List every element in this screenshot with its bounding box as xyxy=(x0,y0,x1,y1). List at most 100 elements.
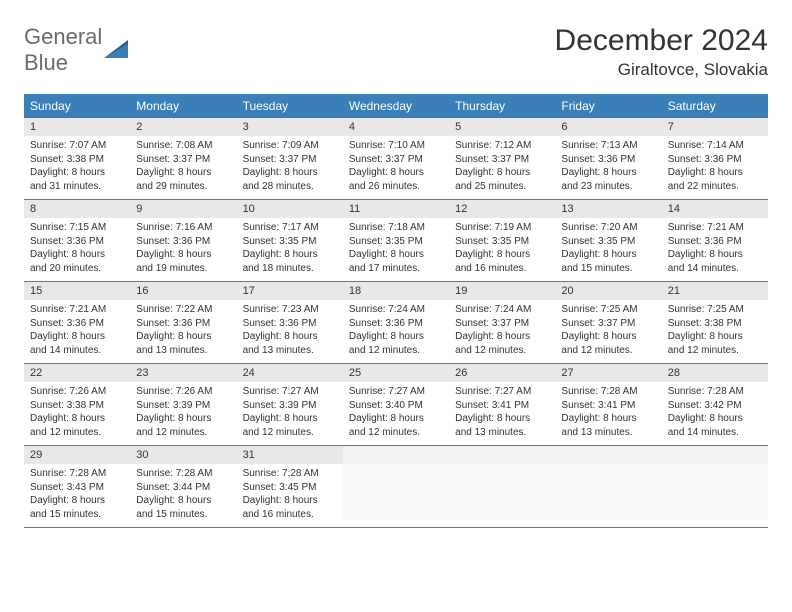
calendar-day: 23Sunrise: 7:26 AMSunset: 3:39 PMDayligh… xyxy=(130,364,236,446)
daylight-line: Daylight: 8 hours and 13 minutes. xyxy=(455,412,549,439)
sunrise-line: Sunrise: 7:09 AM xyxy=(243,139,337,153)
weekday-header: Saturday xyxy=(662,94,768,118)
sunrise-line: Sunrise: 7:28 AM xyxy=(243,467,337,481)
calendar-day: 3Sunrise: 7:09 AMSunset: 3:37 PMDaylight… xyxy=(237,118,343,200)
sunrise-line: Sunrise: 7:15 AM xyxy=(30,221,124,235)
sunrise-line: Sunrise: 7:16 AM xyxy=(136,221,230,235)
daylight-line: Daylight: 8 hours and 14 minutes. xyxy=(30,330,124,357)
sunset-line: Sunset: 3:37 PM xyxy=(136,153,230,167)
day-number: 11 xyxy=(343,200,449,218)
logo-text: General Blue xyxy=(24,24,102,76)
sunrise-line: Sunrise: 7:25 AM xyxy=(561,303,655,317)
daylight-line: Daylight: 8 hours and 17 minutes. xyxy=(349,248,443,275)
day-data: Sunrise: 7:28 AMSunset: 3:44 PMDaylight:… xyxy=(130,464,236,527)
day-data: Sunrise: 7:24 AMSunset: 3:36 PMDaylight:… xyxy=(343,300,449,363)
weekday-header: Sunday xyxy=(24,94,130,118)
sunrise-line: Sunrise: 7:26 AM xyxy=(136,385,230,399)
weekday-header: Wednesday xyxy=(343,94,449,118)
daylight-line: Daylight: 8 hours and 15 minutes. xyxy=(136,494,230,521)
daylight-line: Daylight: 8 hours and 12 minutes. xyxy=(243,412,337,439)
day-number: 10 xyxy=(237,200,343,218)
sunset-line: Sunset: 3:36 PM xyxy=(136,317,230,331)
daylight-line: Daylight: 8 hours and 12 minutes. xyxy=(668,330,762,357)
weekday-header: Monday xyxy=(130,94,236,118)
calendar-day: 31Sunrise: 7:28 AMSunset: 3:45 PMDayligh… xyxy=(237,446,343,528)
day-number: 2 xyxy=(130,118,236,136)
daylight-line: Daylight: 8 hours and 18 minutes. xyxy=(243,248,337,275)
sunrise-line: Sunrise: 7:13 AM xyxy=(561,139,655,153)
daylight-line: Daylight: 8 hours and 14 minutes. xyxy=(668,412,762,439)
sunset-line: Sunset: 3:36 PM xyxy=(136,235,230,249)
day-number: 25 xyxy=(343,364,449,382)
day-number: 26 xyxy=(449,364,555,382)
calendar-day: 8Sunrise: 7:15 AMSunset: 3:36 PMDaylight… xyxy=(24,200,130,282)
daylight-line: Daylight: 8 hours and 20 minutes. xyxy=(30,248,124,275)
month-title: December 2024 xyxy=(555,24,768,58)
day-number: 13 xyxy=(555,200,661,218)
sunrise-line: Sunrise: 7:12 AM xyxy=(455,139,549,153)
calendar-day: 30Sunrise: 7:28 AMSunset: 3:44 PMDayligh… xyxy=(130,446,236,528)
sunrise-line: Sunrise: 7:27 AM xyxy=(455,385,549,399)
daylight-line: Daylight: 8 hours and 15 minutes. xyxy=(30,494,124,521)
daylight-line: Daylight: 8 hours and 29 minutes. xyxy=(136,166,230,193)
day-data: Sunrise: 7:27 AMSunset: 3:39 PMDaylight:… xyxy=(237,382,343,445)
calendar-day: 15Sunrise: 7:21 AMSunset: 3:36 PMDayligh… xyxy=(24,282,130,364)
day-data: Sunrise: 7:26 AMSunset: 3:39 PMDaylight:… xyxy=(130,382,236,445)
calendar-week: 22Sunrise: 7:26 AMSunset: 3:38 PMDayligh… xyxy=(24,364,768,446)
day-data: Sunrise: 7:21 AMSunset: 3:36 PMDaylight:… xyxy=(24,300,130,363)
daylight-line: Daylight: 8 hours and 12 minutes. xyxy=(455,330,549,357)
day-number: 15 xyxy=(24,282,130,300)
sunset-line: Sunset: 3:45 PM xyxy=(243,481,337,495)
day-number: 23 xyxy=(130,364,236,382)
sunrise-line: Sunrise: 7:18 AM xyxy=(349,221,443,235)
weekday-header: Thursday xyxy=(449,94,555,118)
day-number: 7 xyxy=(662,118,768,136)
day-number: 17 xyxy=(237,282,343,300)
sunrise-line: Sunrise: 7:07 AM xyxy=(30,139,124,153)
calendar-day: 12Sunrise: 7:19 AMSunset: 3:35 PMDayligh… xyxy=(449,200,555,282)
weekday-header: Tuesday xyxy=(237,94,343,118)
day-number: 24 xyxy=(237,364,343,382)
day-number: 28 xyxy=(662,364,768,382)
day-number xyxy=(662,446,768,464)
calendar-day: 21Sunrise: 7:25 AMSunset: 3:38 PMDayligh… xyxy=(662,282,768,364)
sunset-line: Sunset: 3:40 PM xyxy=(349,399,443,413)
calendar-day: 19Sunrise: 7:24 AMSunset: 3:37 PMDayligh… xyxy=(449,282,555,364)
sunset-line: Sunset: 3:35 PM xyxy=(243,235,337,249)
header: General Blue December 2024 Giraltovce, S… xyxy=(24,24,768,80)
sunset-line: Sunset: 3:37 PM xyxy=(455,317,549,331)
day-number: 6 xyxy=(555,118,661,136)
calendar-day: 2Sunrise: 7:08 AMSunset: 3:37 PMDaylight… xyxy=(130,118,236,200)
sunrise-line: Sunrise: 7:28 AM xyxy=(136,467,230,481)
daylight-line: Daylight: 8 hours and 19 minutes. xyxy=(136,248,230,275)
day-data: Sunrise: 7:17 AMSunset: 3:35 PMDaylight:… xyxy=(237,218,343,281)
calendar-day: 18Sunrise: 7:24 AMSunset: 3:36 PMDayligh… xyxy=(343,282,449,364)
sunset-line: Sunset: 3:35 PM xyxy=(455,235,549,249)
sunset-line: Sunset: 3:36 PM xyxy=(243,317,337,331)
day-data xyxy=(662,464,768,520)
sunset-line: Sunset: 3:41 PM xyxy=(561,399,655,413)
day-data: Sunrise: 7:23 AMSunset: 3:36 PMDaylight:… xyxy=(237,300,343,363)
sunset-line: Sunset: 3:35 PM xyxy=(561,235,655,249)
day-data: Sunrise: 7:08 AMSunset: 3:37 PMDaylight:… xyxy=(130,136,236,199)
daylight-line: Daylight: 8 hours and 15 minutes. xyxy=(561,248,655,275)
day-number: 18 xyxy=(343,282,449,300)
calendar-day: 17Sunrise: 7:23 AMSunset: 3:36 PMDayligh… xyxy=(237,282,343,364)
sunset-line: Sunset: 3:38 PM xyxy=(30,153,124,167)
sunrise-line: Sunrise: 7:20 AM xyxy=(561,221,655,235)
day-data: Sunrise: 7:07 AMSunset: 3:38 PMDaylight:… xyxy=(24,136,130,199)
day-number: 5 xyxy=(449,118,555,136)
day-data: Sunrise: 7:19 AMSunset: 3:35 PMDaylight:… xyxy=(449,218,555,281)
daylight-line: Daylight: 8 hours and 14 minutes. xyxy=(668,248,762,275)
calendar-grid: 1Sunrise: 7:07 AMSunset: 3:38 PMDaylight… xyxy=(24,118,768,528)
day-data: Sunrise: 7:09 AMSunset: 3:37 PMDaylight:… xyxy=(237,136,343,199)
day-data: Sunrise: 7:25 AMSunset: 3:37 PMDaylight:… xyxy=(555,300,661,363)
sunrise-line: Sunrise: 7:23 AM xyxy=(243,303,337,317)
sunset-line: Sunset: 3:38 PM xyxy=(668,317,762,331)
day-data: Sunrise: 7:13 AMSunset: 3:36 PMDaylight:… xyxy=(555,136,661,199)
day-data xyxy=(449,464,555,520)
day-data: Sunrise: 7:28 AMSunset: 3:45 PMDaylight:… xyxy=(237,464,343,527)
sunrise-line: Sunrise: 7:27 AM xyxy=(243,385,337,399)
sunset-line: Sunset: 3:39 PM xyxy=(136,399,230,413)
sunset-line: Sunset: 3:42 PM xyxy=(668,399,762,413)
